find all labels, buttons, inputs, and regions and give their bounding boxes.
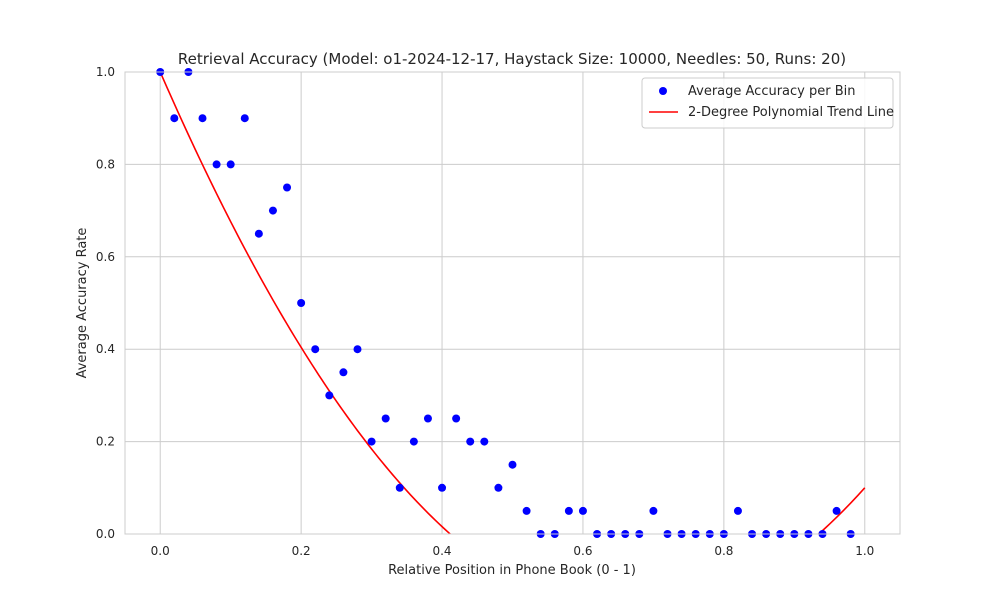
y-tick-label: 0.8 [96, 157, 115, 171]
y-tick-label: 0.6 [96, 250, 115, 264]
scatter-point [170, 114, 179, 123]
scatter-point [254, 229, 263, 238]
scatter-point [466, 437, 475, 446]
x-axis-label: Relative Position in Phone Book (0 - 1) [388, 563, 636, 578]
scatter-point [367, 437, 376, 446]
x-tick-labels: 0.0 0.2 0.4 0.6 0.8 1.0 [151, 544, 875, 558]
legend-label-trend: 2-Degree Polynomial Trend Line [688, 105, 894, 120]
scatter-point [198, 114, 207, 123]
scatter-point [733, 506, 742, 515]
scatter-point [438, 483, 447, 492]
scatter-point [226, 160, 235, 169]
x-tick-label: 0.4 [432, 544, 451, 558]
plot-area [125, 72, 900, 534]
y-tick-label: 0.4 [96, 342, 115, 356]
scatter-point [522, 506, 531, 515]
scatter-point [508, 460, 517, 469]
legend-marker-scatter [659, 87, 667, 95]
data-points [156, 68, 855, 538]
scatter-point [212, 160, 221, 169]
y-axis-label: Average Accuracy Rate [75, 228, 90, 379]
y-tick-label: 1.0 [96, 65, 115, 79]
scatter-point [381, 414, 390, 423]
scatter-point [494, 483, 503, 492]
trend-line-layer [159, 72, 866, 534]
scatter-point [339, 368, 348, 377]
scatter-point [649, 506, 658, 515]
trend-line [159, 72, 866, 534]
x-tick-label: 1.0 [855, 544, 874, 558]
x-tick-label: 0.2 [292, 544, 311, 558]
scatter-point [480, 437, 489, 446]
scatter-point [564, 506, 573, 515]
scatter-point [832, 506, 841, 515]
x-tick-label: 0.6 [573, 544, 592, 558]
scatter-point [283, 183, 292, 192]
legend-box [641, 77, 894, 129]
scatter-point [409, 437, 418, 446]
scatter-point [268, 206, 277, 215]
legend: Average Accuracy per Bin 2-Degree Polyno… [641, 77, 894, 129]
y-tick-label: 0.0 [96, 527, 115, 541]
scatter-point [311, 345, 320, 354]
chart-title: Retrieval Accuracy (Model: o1-2024-12-17… [178, 50, 846, 68]
scatter-point [452, 414, 461, 423]
scatter-point [423, 414, 432, 423]
scatter-point [325, 391, 334, 400]
scatter-point [353, 345, 362, 354]
scatter-point [297, 299, 306, 307]
x-tick-label: 0.0 [151, 544, 170, 558]
scatter-point [578, 506, 587, 515]
legend-label-scatter: Average Accuracy per Bin [688, 84, 856, 99]
y-tick-labels: 0.0 0.2 0.4 0.6 0.8 1.0 [96, 65, 115, 541]
x-tick-label: 0.8 [714, 544, 733, 558]
scatter-point [240, 114, 249, 123]
scatter-point [395, 483, 404, 492]
plot-frame [124, 71, 901, 535]
y-tick-label: 0.2 [96, 435, 115, 449]
